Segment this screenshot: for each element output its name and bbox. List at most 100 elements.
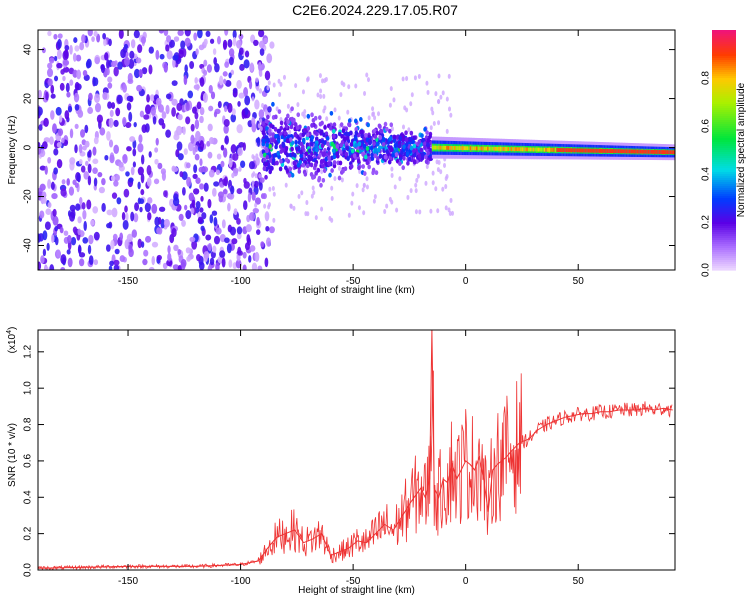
- heatmap-cell: [73, 37, 78, 44]
- heatmap-cell: [259, 118, 263, 124]
- heatmap-cell: [572, 148, 575, 153]
- heatmap-cell: [258, 30, 265, 38]
- colorbar-swatch: [712, 238, 736, 241]
- heatmap-cell: [264, 70, 271, 81]
- colorbar-swatch: [712, 40, 736, 43]
- heatmap-cell: [72, 52, 77, 62]
- heatmap-cell: [676, 150, 678, 155]
- heatmap-cell: [301, 162, 306, 168]
- heatmap-cell: [249, 62, 254, 72]
- heatmap-cell: [209, 214, 214, 224]
- heatmap-cell: [434, 91, 438, 97]
- heatmap-cell: [238, 92, 245, 99]
- heatmap-cell: [561, 148, 564, 153]
- heatmap-cell: [200, 195, 204, 202]
- colorbar-swatch: [712, 54, 736, 57]
- heatmap-cell: [50, 93, 56, 99]
- heatmap-cell: [377, 111, 381, 117]
- heatmap-cell: [176, 102, 183, 112]
- heatmap-cell: [617, 149, 621, 154]
- heatmap-cell: [299, 153, 303, 159]
- heatmap-frame: [37, 29, 676, 271]
- colorbar-swatch: [712, 210, 736, 213]
- heatmap-cell: [271, 137, 275, 143]
- heatmap-cell: [660, 150, 663, 154]
- heatmap-cell: [340, 177, 344, 183]
- heatmap-cell: [111, 207, 118, 218]
- heatmap-cell: [428, 134, 432, 139]
- heatmap-cell: [118, 161, 124, 168]
- heatmap-cell: [107, 101, 112, 109]
- heatmap-cell: [409, 188, 413, 194]
- colorbar-swatch: [712, 204, 736, 207]
- heatmap-cell: [639, 149, 643, 154]
- heatmap-cell: [113, 180, 119, 187]
- x-tick-label: 50: [573, 276, 585, 287]
- heatmap-cell: [142, 258, 148, 266]
- heatmap-cell: [213, 235, 221, 245]
- heatmap-cell: [265, 148, 269, 154]
- colorbar-swatch: [712, 176, 736, 179]
- heatmap-cell: [163, 218, 170, 228]
- heatmap-cell: [87, 163, 92, 174]
- heatmap-cell: [407, 156, 412, 162]
- heatmap-cell: [292, 205, 296, 211]
- heatmap-cell: [556, 148, 559, 152]
- heatmap-cell: [584, 148, 587, 153]
- heatmap-cell: [60, 254, 67, 265]
- heatmap-cell: [93, 77, 99, 87]
- heatmap-cell: [361, 187, 365, 193]
- colorbar-swatch: [712, 46, 736, 49]
- heatmap-cell: [227, 202, 231, 212]
- heatmap-cell: [354, 130, 359, 136]
- colorbar-swatch: [712, 252, 736, 255]
- heatmap-cell: [214, 63, 220, 73]
- heatmap-cell: [155, 49, 160, 60]
- heatmap-cell: [545, 147, 548, 152]
- heatmap-cell: [78, 252, 86, 258]
- heatmap-cell: [529, 147, 532, 152]
- heatmap-cell: [286, 103, 290, 109]
- heatmap-cell: [282, 74, 286, 80]
- heatmap-cell: [128, 177, 134, 183]
- heatmap-cell: [480, 146, 483, 151]
- heatmap-cell: [368, 138, 372, 144]
- heatmap-cell: [457, 146, 460, 151]
- heatmap-cell: [355, 183, 359, 189]
- heatmap-cell: [661, 150, 665, 155]
- heatmap-cell: [431, 145, 435, 150]
- heatmap-cell: [264, 109, 268, 115]
- heatmap-cell: [444, 145, 447, 150]
- heatmap-cell: [644, 149, 647, 154]
- heatmap-cell: [224, 135, 229, 145]
- heatmap-cell: [307, 154, 311, 160]
- heatmap-cell: [445, 96, 449, 102]
- heatmap-cell: [401, 76, 405, 82]
- y-tick-label: 0: [23, 144, 34, 150]
- heatmap-cell: [110, 239, 115, 250]
- heatmap-cell: [390, 172, 394, 178]
- heatmap-cell: [159, 53, 165, 60]
- heatmap-cell: [171, 107, 176, 117]
- heatmap-cell: [224, 237, 230, 244]
- heatmap-cell: [388, 102, 392, 108]
- heatmap-cell: [417, 153, 422, 159]
- heatmap-cell: [228, 56, 234, 66]
- heatmap-cell: [237, 246, 242, 256]
- heatmap-cell: [232, 153, 239, 161]
- heatmap-cell: [122, 116, 127, 126]
- heatmap-cell: [91, 36, 95, 42]
- heatmap-cell: [199, 107, 205, 116]
- heatmap-cell: [638, 149, 641, 154]
- heatmap-cell: [258, 88, 263, 94]
- heatmap-cell: [284, 165, 288, 171]
- heatmap-cell: [94, 93, 100, 104]
- x-tick-label: -150: [118, 276, 138, 287]
- heatmap-cell: [441, 186, 445, 192]
- heatmap-cell: [259, 71, 263, 77]
- heatmap-cell: [72, 226, 78, 234]
- heatmap-cell: [279, 149, 283, 154]
- y-axis-label: SNR (10 * v/v): [7, 423, 18, 487]
- heatmap-cell: [632, 149, 635, 154]
- heatmap-cell: [575, 148, 578, 153]
